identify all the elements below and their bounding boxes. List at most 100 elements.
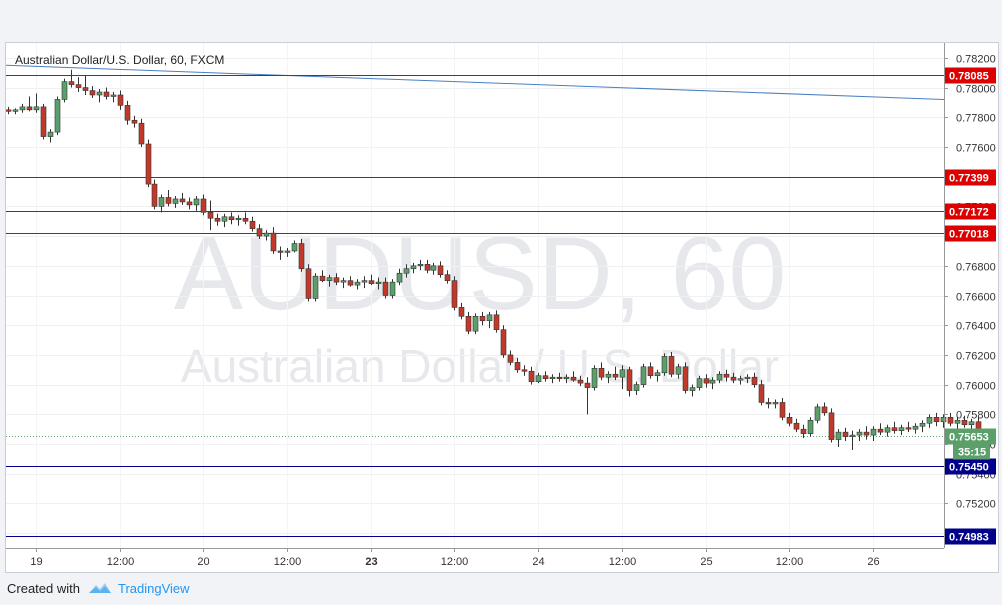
candle-body bbox=[744, 376, 751, 379]
support-label-bg bbox=[945, 458, 996, 475]
candle-body bbox=[605, 373, 612, 378]
candle-body bbox=[319, 275, 326, 281]
candle-body bbox=[730, 376, 737, 381]
candle-body bbox=[291, 243, 298, 252]
candle-body bbox=[737, 378, 744, 381]
candle-body bbox=[430, 265, 437, 271]
footer: Created with TradingView bbox=[7, 578, 190, 598]
resistance-label-bg bbox=[945, 225, 996, 242]
candle-body bbox=[856, 431, 863, 436]
candle-body bbox=[333, 277, 340, 283]
candle-body bbox=[277, 250, 284, 253]
resistance-label: 0.77018 bbox=[949, 229, 989, 241]
candle-body bbox=[821, 406, 828, 414]
candle-body bbox=[270, 232, 277, 252]
tradingview-logo-icon bbox=[88, 583, 111, 593]
support-label-bg bbox=[945, 528, 996, 545]
y-tick-label: 0.77600 bbox=[956, 143, 996, 155]
resistance-label: 0.78085 bbox=[949, 71, 989, 83]
candle-body bbox=[472, 315, 479, 332]
candle-body bbox=[228, 216, 235, 221]
candle-body bbox=[54, 99, 61, 133]
candle-body bbox=[898, 427, 905, 431]
candle-body bbox=[668, 356, 675, 375]
y-tick-label: 0.75800 bbox=[956, 410, 996, 422]
candle-body bbox=[82, 87, 89, 91]
candle-body bbox=[507, 354, 514, 363]
candle-body bbox=[912, 425, 919, 430]
candle-body bbox=[284, 250, 291, 253]
candle-body bbox=[235, 217, 242, 221]
candle-body bbox=[375, 281, 382, 284]
candle-body bbox=[814, 406, 821, 421]
candle-body bbox=[954, 419, 961, 424]
candle-body bbox=[193, 198, 200, 206]
candle-body bbox=[703, 378, 710, 384]
candle-body bbox=[151, 183, 158, 207]
candle-body bbox=[451, 280, 458, 308]
candle-body bbox=[675, 366, 682, 375]
candle-body bbox=[828, 412, 835, 440]
candle-body bbox=[124, 105, 131, 121]
candle-body bbox=[33, 106, 40, 111]
candle-body bbox=[905, 427, 912, 430]
resistance-label: 0.77399 bbox=[949, 173, 989, 185]
candle-body bbox=[716, 373, 723, 381]
candle-body bbox=[12, 109, 19, 112]
y-tick-label: 0.77800 bbox=[956, 113, 996, 125]
candle-body bbox=[619, 369, 626, 378]
level-labels: 0.78085 0.77399 0.77172 0.77018 0.75450 0.749… bbox=[945, 67, 996, 545]
candle-body bbox=[61, 81, 68, 100]
x-tick-label: 12:00 bbox=[441, 556, 469, 568]
x-tick-label: 20 bbox=[197, 556, 209, 568]
candle-body bbox=[535, 375, 542, 382]
candle-body bbox=[884, 427, 891, 433]
candle-body bbox=[919, 422, 926, 427]
y-tick-label: 0.76200 bbox=[956, 351, 996, 363]
candle-body bbox=[26, 106, 33, 111]
x-tick-label: 12:00 bbox=[274, 556, 302, 568]
candle-body bbox=[221, 216, 228, 222]
candle-body bbox=[145, 143, 152, 185]
candle-body bbox=[570, 376, 577, 381]
candle-body bbox=[940, 416, 947, 423]
candle-body bbox=[661, 356, 668, 374]
candle-body bbox=[835, 431, 842, 440]
x-tick-label: 19 bbox=[30, 556, 42, 568]
candle-body bbox=[40, 106, 47, 137]
tradingview-brand-link[interactable]: TradingView bbox=[117, 580, 190, 596]
candle-body bbox=[723, 373, 730, 378]
candle-body bbox=[633, 384, 640, 391]
candle-body bbox=[19, 106, 26, 111]
plot-background bbox=[6, 43, 944, 548]
levels-layer bbox=[6, 64, 945, 537]
chart-canvas[interactable]: AUDUSD, 60 Australian Dollar / U.S. Doll… bbox=[6, 43, 998, 572]
y-tick-label: 0.78200 bbox=[956, 54, 996, 66]
candle-body bbox=[389, 281, 396, 296]
x-tick-label: 25 bbox=[700, 556, 712, 568]
candle-body bbox=[751, 376, 758, 385]
candle-body bbox=[479, 315, 486, 322]
candle-body bbox=[347, 280, 354, 286]
x-tick-label: 12:00 bbox=[107, 556, 135, 568]
support-label: 0.75450 bbox=[949, 462, 989, 474]
time-axis[interactable]: 19 12:00 20 12:00 23 12:00 24 12:00 25 12:00 26 bbox=[30, 548, 880, 568]
candle-body bbox=[207, 212, 214, 219]
candle-body bbox=[263, 232, 270, 237]
candle-body bbox=[682, 366, 689, 391]
candle-body bbox=[863, 431, 870, 436]
countdown-label: 35:15 bbox=[958, 447, 986, 459]
candle-body bbox=[465, 315, 472, 332]
candle-body bbox=[598, 367, 605, 378]
candle-body bbox=[298, 243, 305, 270]
trendline bbox=[6, 64, 945, 100]
y-tick-label: 0.76000 bbox=[956, 381, 996, 393]
candle-body bbox=[326, 277, 333, 281]
candle-body bbox=[382, 281, 389, 296]
chart-frame: AUDUSD, 60 Australian Dollar / U.S. Doll… bbox=[5, 42, 999, 573]
candle-body bbox=[584, 382, 591, 388]
candle-body bbox=[200, 198, 207, 213]
candle-body bbox=[437, 265, 444, 276]
candle-body bbox=[6, 109, 12, 112]
candle-body bbox=[242, 217, 249, 222]
